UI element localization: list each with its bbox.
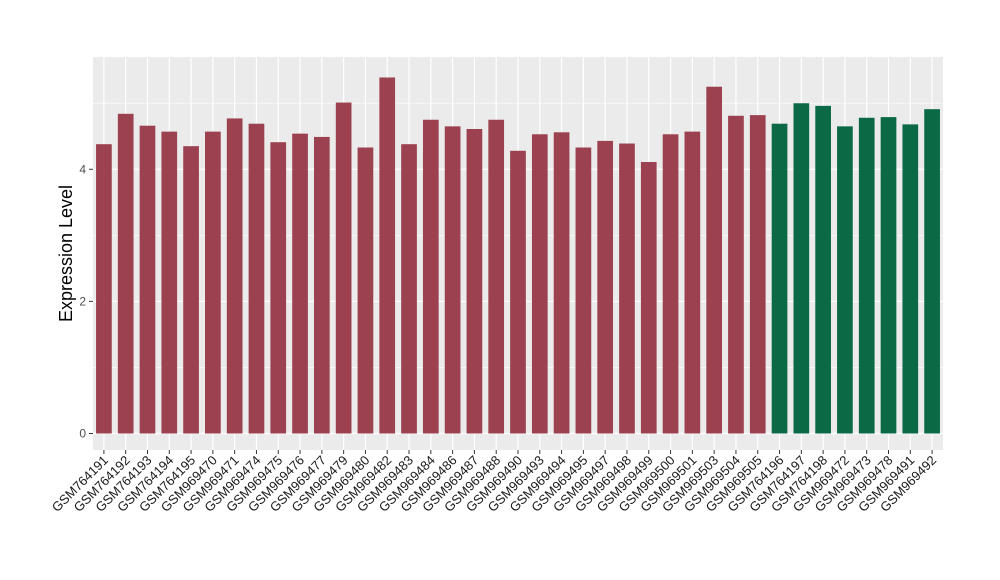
bar-GSM969486 bbox=[444, 126, 461, 434]
bar-GSM969487 bbox=[466, 128, 483, 434]
bar-GSM969501 bbox=[684, 131, 701, 434]
bar-GSM969488 bbox=[488, 119, 505, 434]
y-tick-label: 2 bbox=[79, 294, 86, 308]
bar-GSM969480 bbox=[357, 147, 374, 434]
bar-GSM764195 bbox=[183, 146, 199, 434]
bar-GSM764194 bbox=[161, 131, 178, 434]
bar-GSM969498 bbox=[619, 143, 635, 434]
bar-GSM969503 bbox=[706, 86, 722, 434]
bar-GSM969499 bbox=[640, 162, 657, 434]
y-axis: 0 2 4 bbox=[79, 162, 93, 440]
bar-GSM969497 bbox=[597, 140, 614, 434]
bar-GSM969504 bbox=[728, 115, 744, 434]
y-tick-label: 4 bbox=[79, 162, 86, 176]
bar-GSM969477 bbox=[314, 136, 330, 434]
bar-GSM969494 bbox=[553, 132, 570, 434]
bar-GSM969474 bbox=[248, 123, 265, 434]
bar-GSM969470 bbox=[205, 131, 221, 434]
bar-GSM969495 bbox=[575, 147, 592, 434]
bar-GSM969475 bbox=[270, 142, 287, 434]
bar-GSM764196 bbox=[771, 123, 788, 434]
bar-GSM764197 bbox=[793, 103, 810, 434]
bar-GSM969500 bbox=[662, 134, 679, 434]
bar-GSM764192 bbox=[117, 113, 134, 434]
bar-GSM969473 bbox=[858, 117, 875, 434]
bar-GSM969476 bbox=[292, 133, 308, 434]
y-axis-title: Expression Level bbox=[56, 185, 76, 322]
bar-GSM969472 bbox=[837, 126, 853, 434]
bar-GSM969492 bbox=[924, 109, 940, 434]
bar-GSM969479 bbox=[335, 102, 352, 434]
bar-GSM969493 bbox=[531, 134, 548, 434]
y-tick-label: 0 bbox=[79, 426, 86, 440]
bar-GSM969478 bbox=[880, 117, 897, 434]
x-axis: GSM764191GSM764192GSM764193GSM764194GSM7… bbox=[49, 450, 939, 515]
bar-GSM764191 bbox=[96, 144, 112, 434]
bar-GSM969471 bbox=[226, 118, 243, 434]
bar-GSM969491 bbox=[902, 124, 919, 434]
bar-GSM969483 bbox=[401, 144, 417, 434]
bar-GSM969505 bbox=[749, 115, 766, 434]
bar-GSM969482 bbox=[379, 77, 396, 434]
bar-GSM969490 bbox=[510, 150, 526, 434]
bar-GSM969484 bbox=[422, 119, 439, 434]
bar-GSM764198 bbox=[815, 105, 831, 434]
bar-GSM764193 bbox=[139, 125, 156, 434]
bars bbox=[96, 77, 940, 434]
